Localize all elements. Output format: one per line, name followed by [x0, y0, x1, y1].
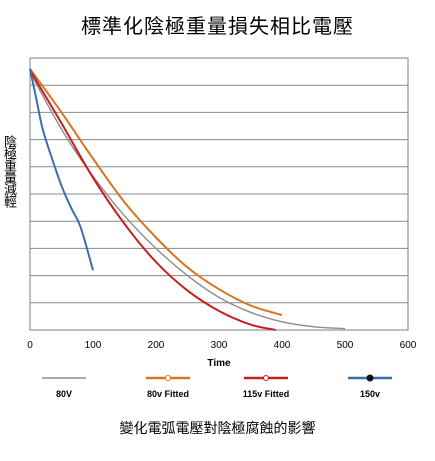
- series-line: [29, 71, 346, 330]
- x-tick-label: 500: [337, 340, 354, 351]
- series-line: [29, 68, 283, 316]
- plot-frame: [29, 57, 409, 331]
- legend-marker: [366, 374, 374, 382]
- series-line: [29, 68, 94, 271]
- legend-item: 150v: [348, 374, 392, 399]
- chart-title: 標準化陰極重量損失相比電壓: [81, 14, 354, 38]
- series-lines: [29, 68, 346, 331]
- x-tick-label: 600: [400, 340, 417, 351]
- legend-marker: [263, 375, 269, 381]
- legend-item: 115v Fitted: [243, 375, 290, 399]
- y-axis-label: 陰極重量減輕: [1, 135, 16, 207]
- legend: 80V 80v Fitted 115v Fitted 150v: [42, 374, 392, 399]
- legend-item: 80V: [42, 377, 86, 399]
- series-line: [29, 69, 276, 331]
- legend-label: 80v Fitted: [147, 389, 189, 399]
- grid-lines: [30, 84, 408, 304]
- x-tick-label: 300: [211, 340, 228, 351]
- x-tick-label: 100: [85, 340, 102, 351]
- legend-label: 80V: [56, 389, 72, 399]
- figure-caption: 變化電弧電壓對陰極腐蝕的影響: [119, 421, 316, 437]
- legend-label: 115v Fitted: [243, 389, 290, 399]
- x-tick-label: 0: [27, 340, 33, 351]
- x-tick-label: 400: [274, 340, 291, 351]
- legend-marker: [165, 375, 171, 381]
- legend-label: 150v: [360, 389, 380, 399]
- x-axis-label: Time: [207, 358, 231, 369]
- x-tick-label: 200: [148, 340, 165, 351]
- x-tick-labels: 0 100 200 300 400 500 600: [27, 340, 417, 351]
- legend-item: 80v Fitted: [146, 375, 190, 399]
